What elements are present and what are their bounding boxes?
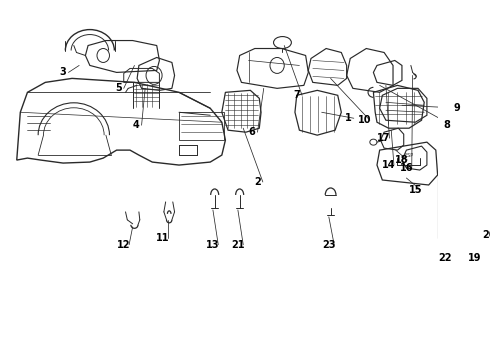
Text: 19: 19 <box>468 253 482 263</box>
Text: 14: 14 <box>382 160 395 170</box>
Text: 21: 21 <box>231 240 245 250</box>
Text: 20: 20 <box>483 230 490 240</box>
Text: 1: 1 <box>345 113 352 123</box>
Text: 23: 23 <box>322 240 336 250</box>
Text: 11: 11 <box>156 233 170 243</box>
Text: 5: 5 <box>115 84 122 93</box>
Text: 9: 9 <box>454 103 461 113</box>
Text: 12: 12 <box>117 240 130 250</box>
Text: 8: 8 <box>443 120 450 130</box>
Text: ESP: ESP <box>405 153 414 158</box>
Text: 22: 22 <box>438 253 451 263</box>
Text: 2: 2 <box>254 177 261 187</box>
Text: 16: 16 <box>400 163 413 173</box>
Text: 15: 15 <box>409 185 422 195</box>
Text: 3: 3 <box>60 67 67 77</box>
Text: 13: 13 <box>206 240 220 250</box>
Text: 10: 10 <box>358 115 371 125</box>
Text: 18: 18 <box>395 155 409 165</box>
Text: 6: 6 <box>249 127 255 137</box>
Text: 17: 17 <box>377 133 391 143</box>
Text: 4: 4 <box>133 120 140 130</box>
Text: 7: 7 <box>294 90 300 100</box>
